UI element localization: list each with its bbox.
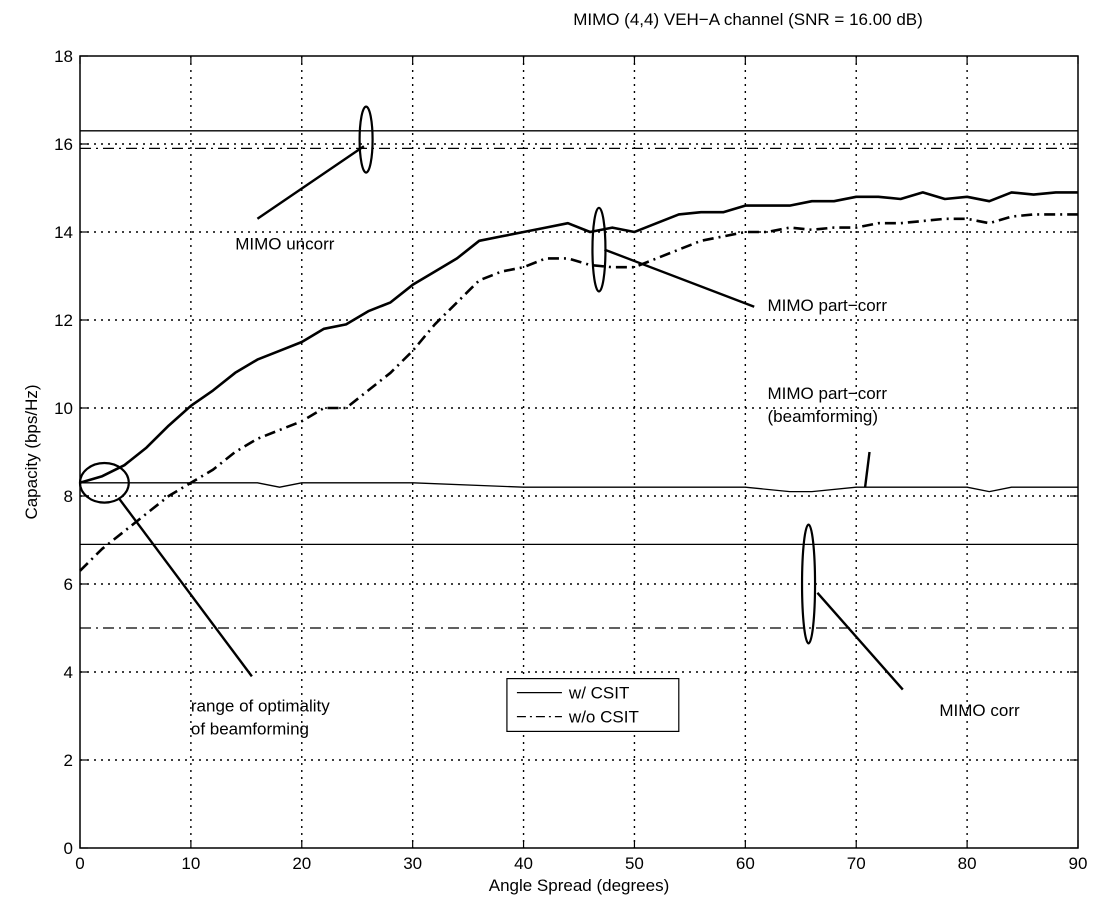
series-layer bbox=[79, 130, 1078, 629]
y-axis-label: Capacity (bps/Hz) bbox=[22, 384, 41, 519]
annotation-ellipse bbox=[800, 523, 817, 645]
y-tick-label: 18 bbox=[54, 47, 73, 66]
y-tick-label: 0 bbox=[64, 839, 73, 858]
series-mimo-part-corr-with-csit bbox=[79, 191, 1078, 485]
annotation-label: MIMO part−corr bbox=[768, 296, 888, 315]
legend-label-without-csit: w/o CSIT bbox=[568, 708, 639, 727]
x-axis-label: Angle Spread (degrees) bbox=[489, 876, 670, 895]
x-tick-label: 0 bbox=[75, 854, 84, 873]
annotation-label: MIMO part−corr bbox=[768, 384, 888, 403]
axis-ticks: 0 10 20 30 40 50 60 70 80 90 0 2 4 6 8 10 12 14 16 18 bbox=[54, 47, 1087, 873]
annotations: MIMO uncorr MIMO part−corr MIMO part−corr (… bbox=[78, 105, 1020, 739]
annotation-label: (beamforming) bbox=[768, 407, 879, 426]
y-tick-label: 10 bbox=[54, 399, 73, 418]
y-tick-label: 6 bbox=[64, 575, 73, 594]
y-tick-label: 8 bbox=[64, 487, 73, 506]
annotation-label: MIMO uncorr bbox=[235, 235, 335, 254]
x-tick-label: 20 bbox=[292, 854, 311, 873]
annotation-pointer bbox=[117, 497, 253, 678]
y-tick-label: 12 bbox=[54, 311, 73, 330]
legend-label-with-csit: w/ CSIT bbox=[568, 684, 629, 703]
annotation-label: of beamforming bbox=[191, 720, 309, 739]
x-tick-label: 40 bbox=[514, 854, 533, 873]
x-tick-label: 60 bbox=[736, 854, 755, 873]
y-tick-label: 2 bbox=[64, 751, 73, 770]
annotation-pointer bbox=[816, 592, 904, 691]
series-mimo-part-corr-without-csit bbox=[79, 213, 1078, 572]
x-tick-label: 80 bbox=[958, 854, 977, 873]
y-tick-label: 16 bbox=[54, 135, 73, 154]
annotation-pointer bbox=[256, 145, 365, 220]
x-tick-label: 90 bbox=[1069, 854, 1088, 873]
annotation-pointer bbox=[863, 451, 871, 488]
x-tick-label: 70 bbox=[847, 854, 866, 873]
legend-box bbox=[506, 677, 680, 732]
x-tick-label: 50 bbox=[625, 854, 644, 873]
y-tick-label: 14 bbox=[54, 223, 73, 242]
annotation-ellipse bbox=[591, 206, 607, 293]
legend: w/ CSIT w/o CSIT bbox=[506, 677, 680, 732]
annotation-label: range of optimality bbox=[191, 697, 330, 716]
y-tick-label: 4 bbox=[64, 663, 73, 682]
annotation-pointer bbox=[604, 248, 755, 308]
x-tick-label: 10 bbox=[181, 854, 200, 873]
chart-title: MIMO (4,4) VEH−A channel (SNR = 16.00 dB… bbox=[573, 10, 923, 29]
series-mimo-part-corr-beamforming-with-csit bbox=[80, 482, 1078, 493]
plot-frame bbox=[79, 55, 1079, 849]
annotation-label: MIMO corr bbox=[939, 701, 1020, 720]
annotation-ellipse bbox=[358, 105, 374, 174]
x-tick-label: 30 bbox=[403, 854, 422, 873]
